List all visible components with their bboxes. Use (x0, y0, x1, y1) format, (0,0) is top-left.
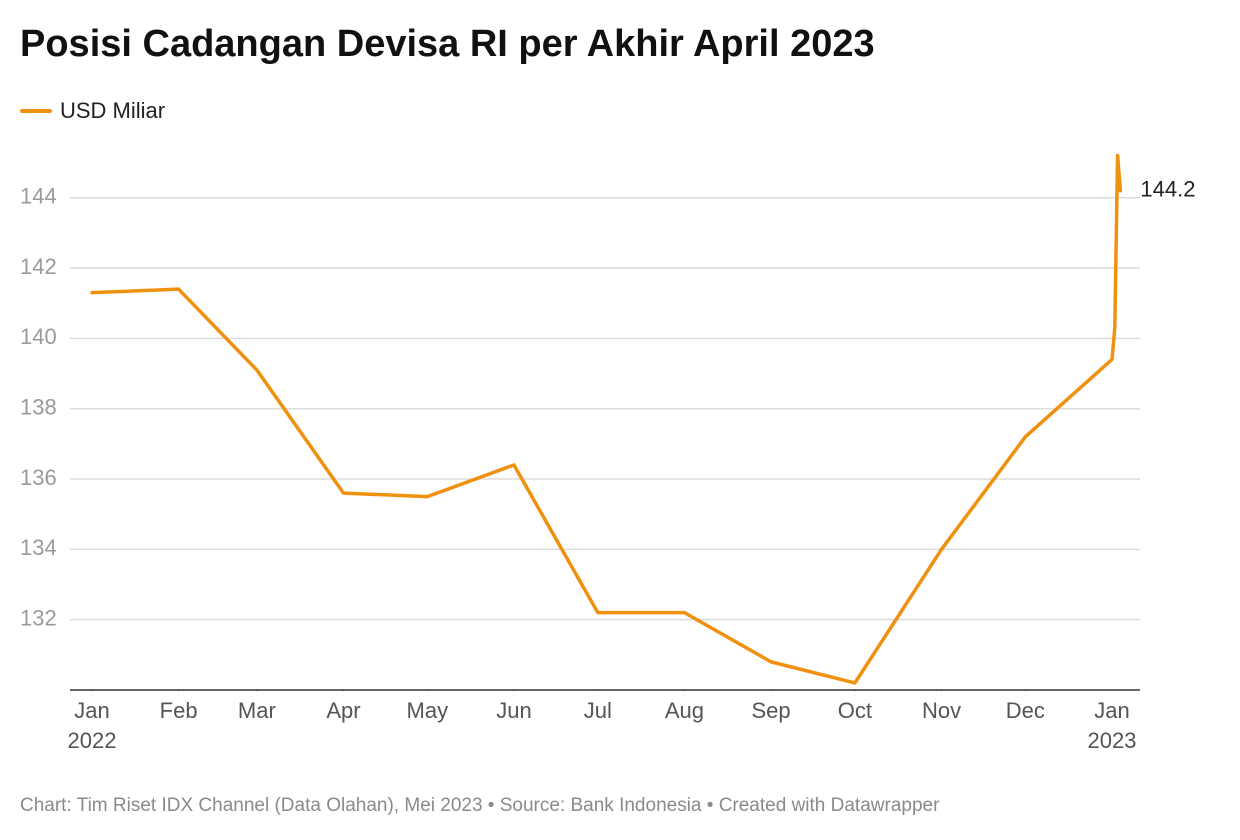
x-tick-label: Jul (583, 698, 612, 723)
end-value-label: 144.2 (1140, 177, 1195, 202)
y-tick-label: 132 (20, 605, 57, 630)
x-tick-label: Nov (921, 698, 962, 723)
line-series (90, 153, 1123, 685)
x-tick-label: Dec (1005, 698, 1045, 723)
x-tick-label: Apr (326, 698, 361, 723)
y-tick-label: 144 (20, 184, 57, 209)
y-tick-label: 142 (20, 254, 57, 279)
y-tick-label: 138 (20, 395, 57, 420)
x-tick-label: Jan 2022 (67, 698, 117, 753)
y-tick-label: 134 (20, 535, 57, 560)
x-tick-label: Jun (496, 698, 532, 723)
legend-label: USD Miliar (60, 98, 165, 123)
y-tick-label: 140 (20, 324, 57, 349)
y-tick-label: 136 (20, 465, 57, 490)
x-tick-label: Oct (837, 698, 872, 723)
x-tick-label: Jan 2023 (1087, 698, 1137, 753)
x-tick-label: Mar (237, 698, 276, 723)
x-tick-label: Sep (751, 698, 791, 723)
chart-title: Posisi Cadangan Devisa RI per Akhir Apri… (20, 23, 875, 65)
x-tick-label: Aug (664, 698, 705, 723)
footer: Chart: Tim Riset IDX Channel (Data Olaha… (20, 795, 940, 816)
x-tick-label: May (406, 698, 449, 723)
x-tick-label: Feb (159, 698, 198, 723)
